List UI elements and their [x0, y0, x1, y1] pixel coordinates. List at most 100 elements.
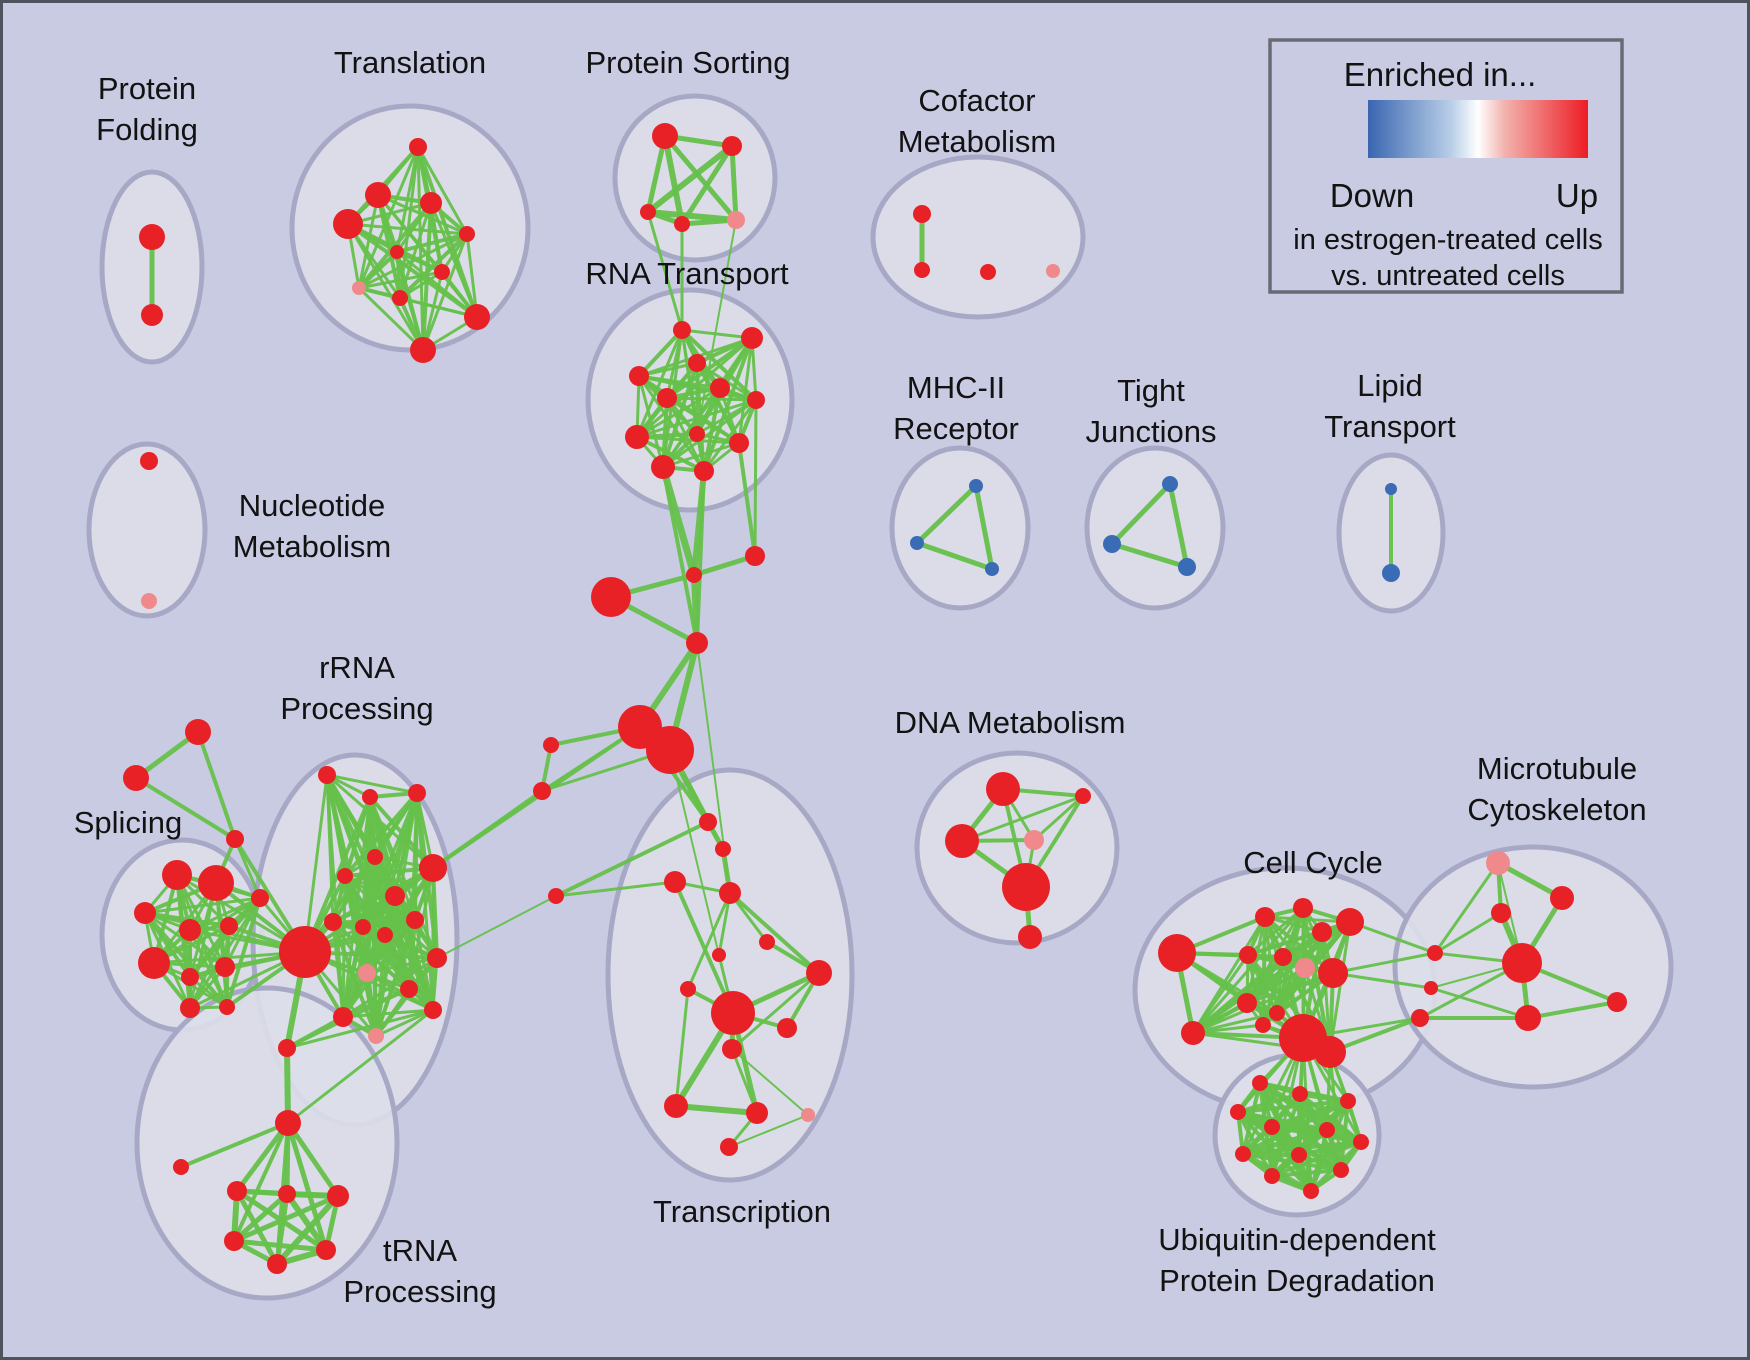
edge [1032, 794, 1085, 842]
edge [284, 1191, 329, 1253]
node-mid7 [533, 782, 551, 800]
node-u9 [1333, 1162, 1349, 1178]
node-rt1 [741, 327, 763, 349]
node-mid2 [591, 577, 631, 617]
cluster-ellipse-mhc-ii-receptor [889, 445, 1031, 611]
edge [702, 386, 722, 473]
node-cc1 [1255, 907, 1275, 927]
node-t2 [420, 192, 442, 214]
edge [1245, 966, 1307, 1005]
edge [357, 193, 380, 290]
node-tr1 [715, 841, 731, 857]
node-tr10 [664, 1094, 688, 1118]
cluster-label-ubiquitin-dependent-protein-degradation-line0: Ubiquitin-dependent [1158, 1222, 1436, 1257]
cluster-label-cell-cycle-line0: Cell Cycle [1243, 845, 1383, 880]
edge [395, 250, 444, 274]
edge [737, 441, 757, 558]
node-u8 [1291, 1147, 1307, 1163]
edge [343, 866, 435, 878]
edge [1270, 1140, 1363, 1178]
edge [398, 270, 444, 300]
edge [702, 336, 754, 473]
node-rr12 [427, 948, 447, 968]
edge [973, 483, 995, 572]
node-lt1 [1382, 564, 1400, 582]
label-layer: Protein Folding Translation Protein Sorting… [74, 45, 1647, 1309]
cluster-label-microtubule-cytoskeleton-line0: Microtubule [1477, 751, 1637, 786]
cluster-label-tight-junctions-line1: Junctions [1086, 414, 1217, 449]
edge [1429, 986, 1530, 1020]
node-t5 [390, 245, 404, 259]
edge [374, 1008, 435, 1038]
edge [1109, 541, 1190, 570]
edge [1328, 1016, 1422, 1054]
node-cc12 [1314, 1036, 1346, 1068]
edge [1328, 920, 1352, 1054]
edge [680, 328, 754, 340]
edge [914, 483, 979, 546]
node-rr3 [367, 849, 383, 865]
edge [674, 987, 690, 1108]
node-sp9 [180, 998, 200, 1018]
node-u1 [1292, 1086, 1308, 1102]
edge [346, 222, 425, 352]
edge [374, 918, 417, 1038]
node-m0 [969, 479, 983, 493]
cluster-label-rrna-processing-line0: rRNA [319, 650, 395, 685]
edge [343, 791, 419, 878]
node-tj1 [1103, 535, 1121, 553]
edge [1328, 1050, 1343, 1172]
node-trn_iso [173, 1159, 189, 1175]
node-mt2 [1491, 903, 1511, 923]
cluster-ellipse-tight-junctions [1084, 445, 1226, 611]
edge [152, 896, 262, 965]
node-cc8 [1318, 958, 1348, 988]
edge [429, 201, 479, 319]
edge [407, 918, 417, 991]
edge [737, 336, 754, 445]
node-pf0 [139, 224, 165, 250]
node-dm2 [945, 824, 979, 858]
node-t9 [464, 304, 490, 330]
edge [1245, 971, 1335, 1005]
cluster-label-rna-transport-line0: RNA Transport [585, 256, 789, 291]
node-mt0 [1486, 851, 1510, 875]
legend-down-label: Down [1330, 177, 1414, 214]
node-nm1 [141, 593, 157, 609]
node-rr16 [368, 1028, 384, 1044]
node-cc0 [1181, 1021, 1205, 1045]
cluster-label-mhc-ii-receptor-line0: MHC-II [907, 370, 1005, 405]
node-cm2 [980, 264, 996, 280]
cluster-label-trna-processing-line0: tRNA [383, 1233, 457, 1268]
node-t7 [352, 281, 366, 295]
legend-gradient-bar [1368, 100, 1588, 158]
edge [357, 232, 469, 290]
node-tr4 [759, 934, 775, 950]
edge [696, 219, 737, 435]
node-sp4 [220, 917, 238, 935]
node-trn1 [227, 1181, 247, 1201]
edge [637, 374, 706, 473]
node-ps1 [722, 136, 742, 156]
node-bridge [226, 830, 244, 848]
node-cm3 [1046, 264, 1060, 278]
node-tr0 [699, 813, 717, 831]
edge [673, 1103, 760, 1116]
edge [1348, 920, 1437, 955]
legend-caption-line0: in estrogen-treated cells [1293, 224, 1603, 256]
edge [686, 891, 732, 991]
node-cc4 [1336, 908, 1364, 936]
node-mt_big [1502, 943, 1542, 983]
edge [346, 222, 479, 319]
edge [753, 398, 758, 558]
edge [1331, 971, 1433, 990]
edge [285, 1008, 435, 1050]
node-ps3 [674, 216, 690, 232]
cluster-label-nucleotide-metabolism-line0: Nucleotide [239, 488, 385, 523]
edge [421, 270, 444, 352]
edge [645, 143, 735, 215]
node-trn2 [278, 1185, 296, 1203]
edge [179, 1121, 290, 1169]
edge [357, 286, 425, 352]
